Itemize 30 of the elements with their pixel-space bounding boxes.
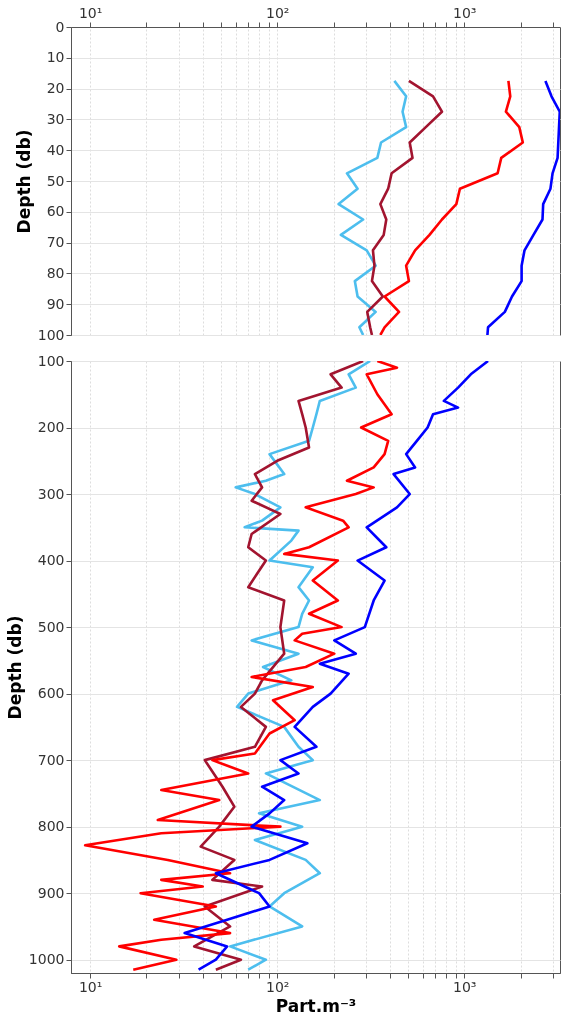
y-tick-label: 500 bbox=[37, 618, 65, 635]
x-tick-label: 10² bbox=[265, 978, 290, 995]
y-tick-label: 100 bbox=[37, 352, 65, 369]
y-axis-title: Depth (db) bbox=[4, 615, 25, 720]
x-tick-label: 10¹ bbox=[78, 978, 103, 995]
y-tick-label: 100 bbox=[37, 326, 65, 343]
y-tick-label: 0 bbox=[55, 18, 65, 35]
y-tick-label: 400 bbox=[37, 552, 65, 569]
y-tick-label: 800 bbox=[37, 818, 65, 835]
y-tick-label: 1000 bbox=[28, 951, 65, 968]
y-tick-label: 700 bbox=[37, 751, 65, 768]
y-tick-label: 10 bbox=[46, 49, 65, 66]
x-tick-label: 10² bbox=[265, 4, 290, 21]
x-axis-title: Part.m⁻³ bbox=[275, 995, 357, 1016]
y-tick-label: 30 bbox=[46, 110, 65, 127]
y-tick-label: 50 bbox=[46, 172, 65, 189]
y-tick-label: 300 bbox=[37, 485, 65, 502]
y-tick-label: 200 bbox=[37, 419, 65, 436]
y-axis-title: Depth (db) bbox=[13, 129, 34, 234]
y-tick-label: 600 bbox=[37, 685, 65, 702]
x-tick-label: 10¹ bbox=[78, 4, 103, 21]
x-tick-label: 10³ bbox=[453, 4, 477, 21]
y-tick-label: 40 bbox=[46, 141, 65, 158]
y-tick-label: 70 bbox=[46, 234, 65, 251]
x-tick-label: 10³ bbox=[453, 978, 477, 995]
y-tick-label: 80 bbox=[46, 264, 65, 281]
y-tick-label: 20 bbox=[46, 80, 65, 97]
y-tick-label: 900 bbox=[37, 884, 65, 901]
y-tick-label: 90 bbox=[46, 295, 65, 312]
y-tick-label: 60 bbox=[46, 203, 65, 220]
